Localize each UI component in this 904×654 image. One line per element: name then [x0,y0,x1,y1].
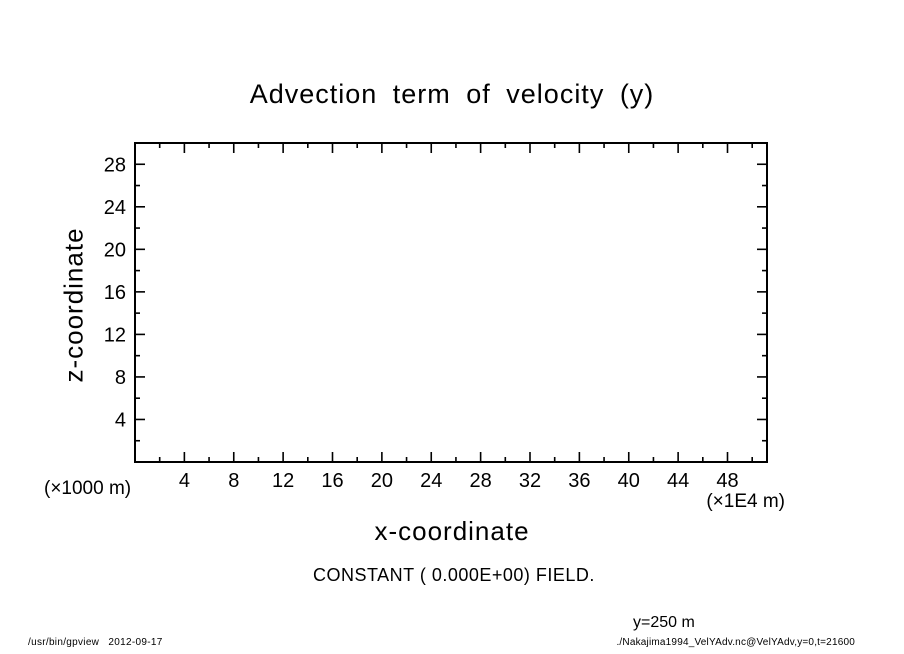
y-axis-label: z-coordinate [58,227,89,383]
x-tick-label: 12 [272,470,294,492]
x-tick-label: 32 [519,470,541,492]
constant-field-note: CONSTANT ( 0.000E+00) FIELD. [313,565,595,585]
x-tick-label: 28 [470,470,492,492]
x-tick-label: 44 [667,470,689,492]
y-tick-label: 16 [104,282,126,304]
y-tick-label: 12 [104,324,126,346]
y-tick-label: 28 [104,154,126,176]
x-axis-label: x-coordinate [374,516,530,546]
y-tick-label: 20 [104,239,126,261]
x-tick-label: 48 [716,470,738,492]
x-axis-unit: (×1E4 m) [706,491,785,512]
y-axis-unit: (×1000 m) [44,478,132,499]
x-tick-label: 20 [371,470,393,492]
y-tick-label: 24 [104,197,126,219]
x-tick-label: 4 [179,470,190,492]
x-tick-label: 24 [420,470,442,492]
slice-info: y=250 m t=21600 sec [633,573,721,654]
plot-title: Advection term of velocity (y) [249,79,655,109]
slice-y-value: y=250 m [633,614,695,631]
footer-command-stamp: /usr/bin/gpview 2012-09-17 [28,637,163,648]
footer-source-path: ./Nakajima1994_VelYAdv.nc@VelYAdv,y=0,t=… [616,637,855,648]
x-tick-label: 8 [228,470,239,492]
x-tick-label: 40 [618,470,640,492]
x-tick-label: 16 [321,470,343,492]
y-tick-label: 8 [115,367,126,389]
y-tick-label: 4 [115,409,126,431]
x-tick-label: 36 [568,470,590,492]
